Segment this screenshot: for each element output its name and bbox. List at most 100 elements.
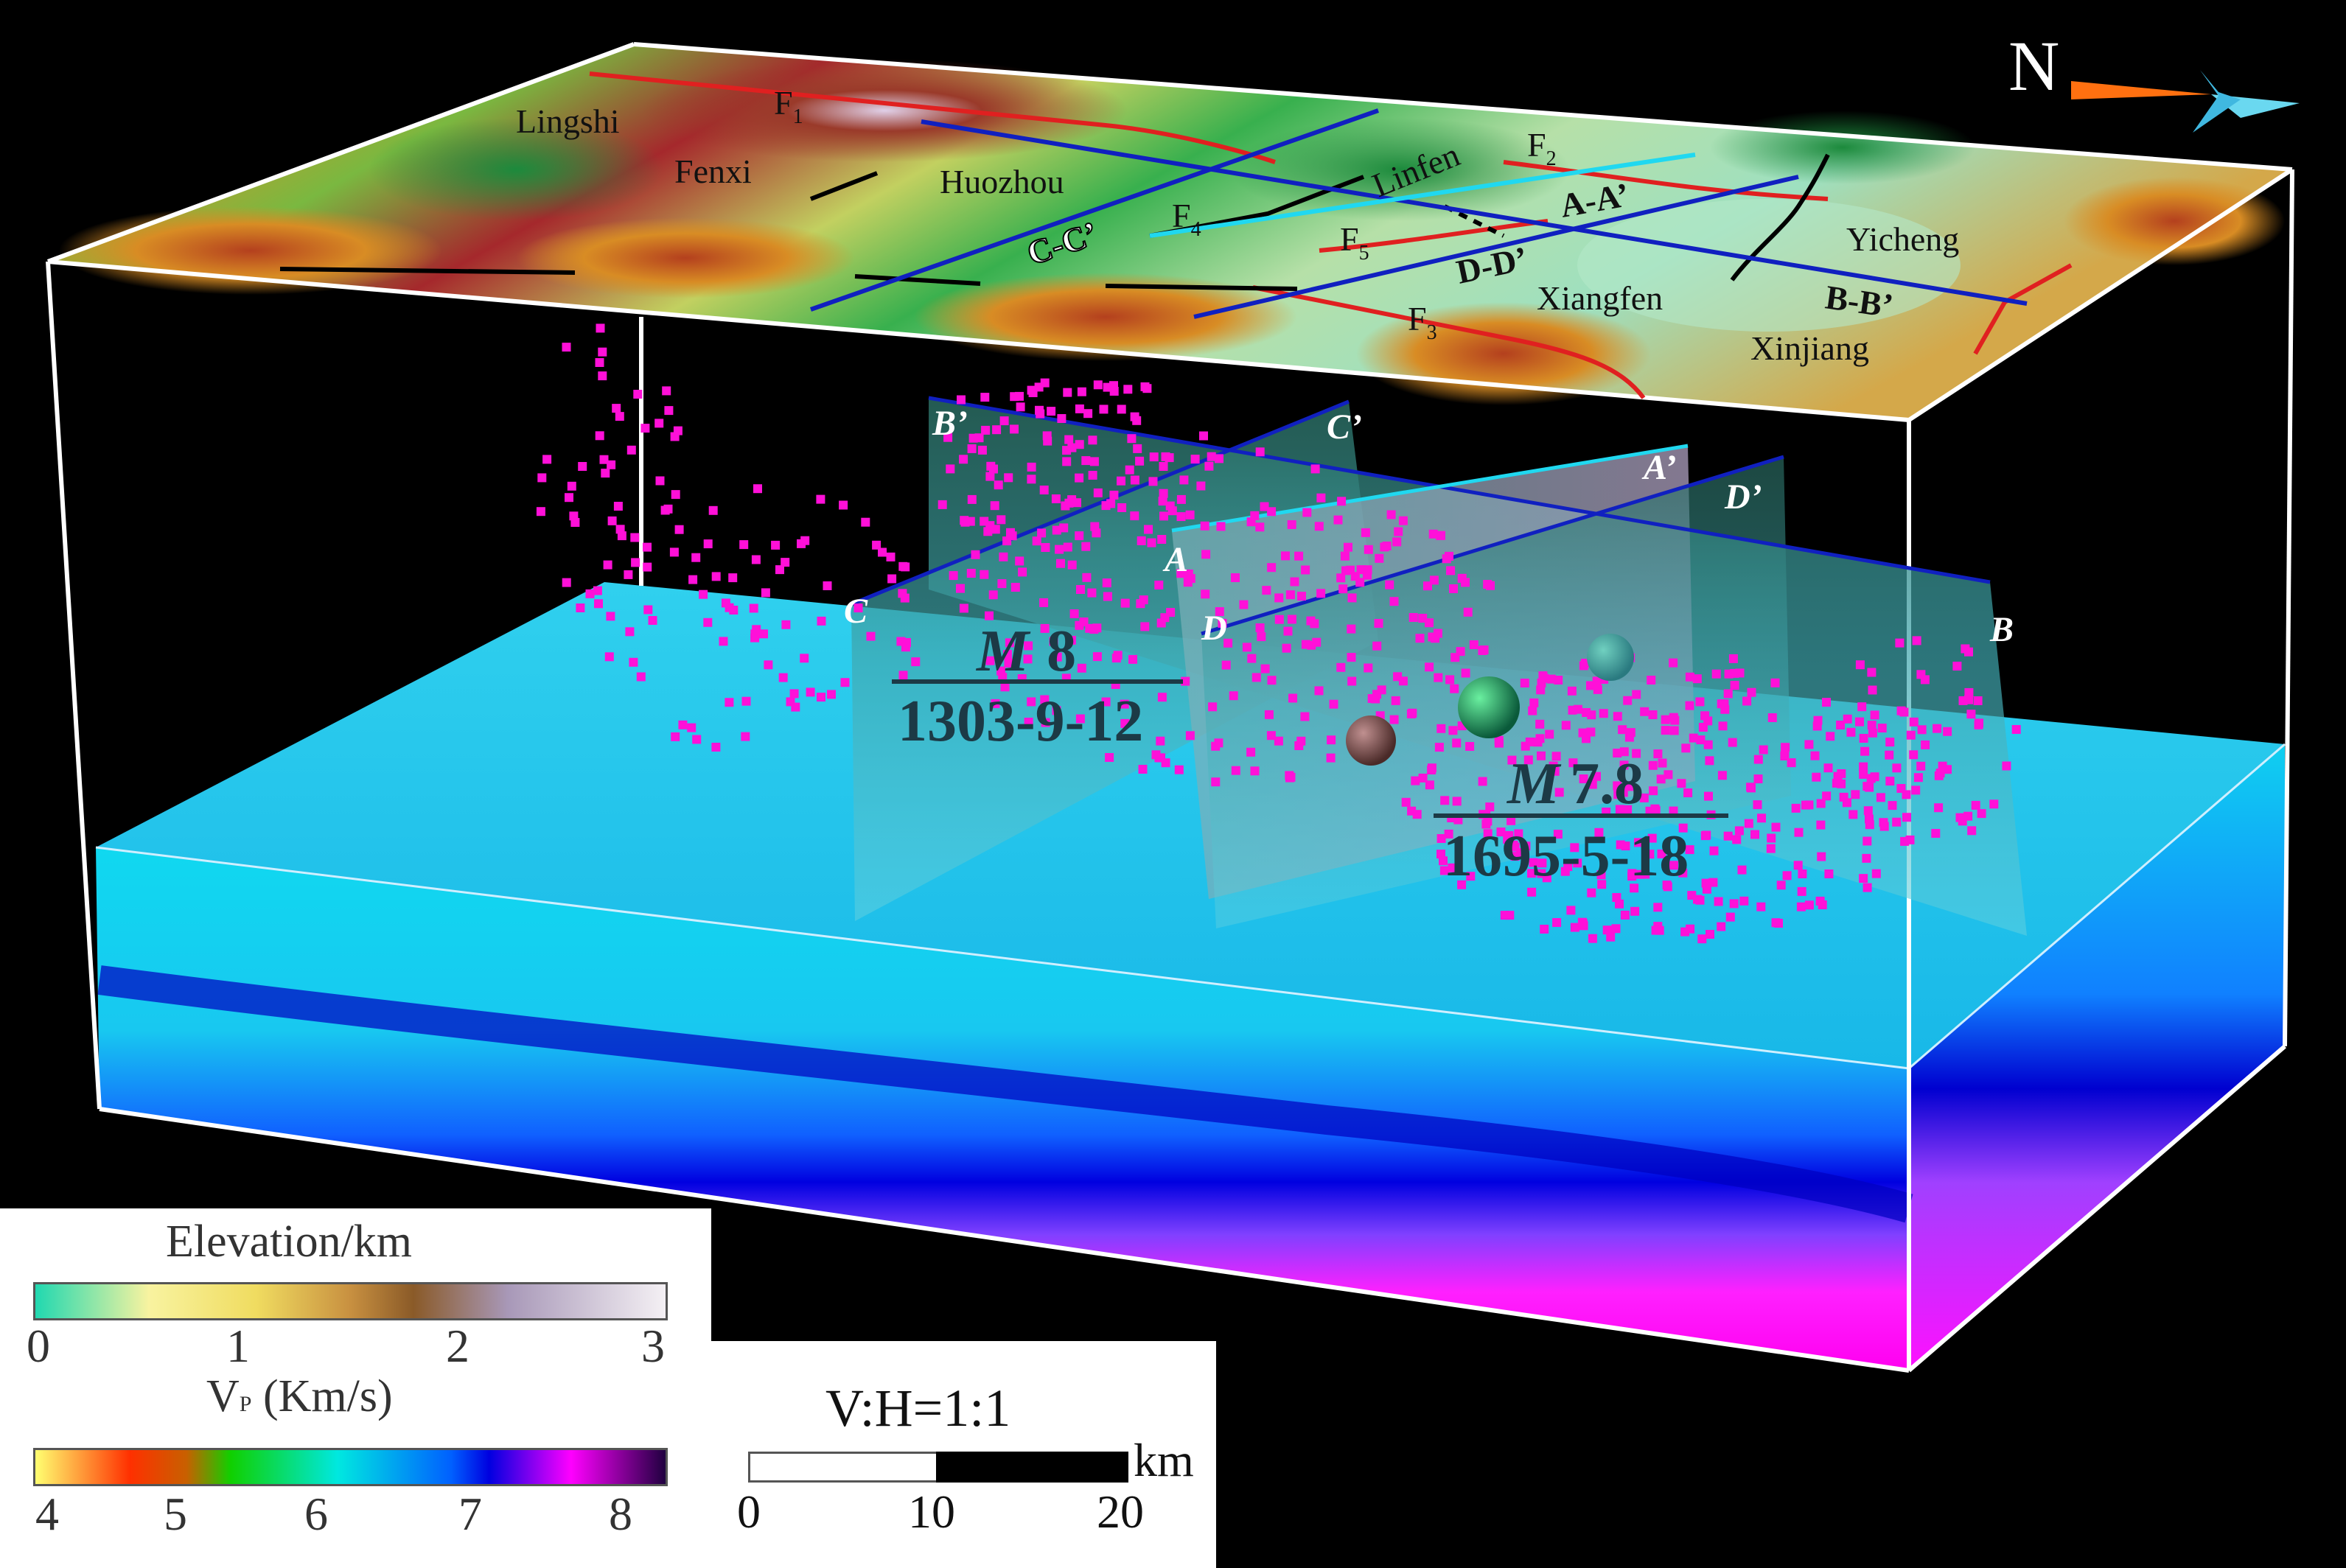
seismic-event <box>692 735 702 744</box>
seismic-event <box>1892 763 1902 773</box>
seismic-event <box>603 560 612 570</box>
seismic-event <box>1663 882 1672 892</box>
seismic-event <box>1184 569 1193 578</box>
seismic-event <box>1103 592 1112 601</box>
seismic-event <box>1151 750 1161 760</box>
seismic-event <box>1066 635 1076 645</box>
seismic-event <box>1766 844 1776 853</box>
seismic-event <box>956 584 965 593</box>
seismic-event <box>1816 799 1826 808</box>
seismic-event <box>981 425 991 435</box>
seismic-event <box>1063 388 1072 397</box>
seismic-event <box>739 540 749 550</box>
seismic-event <box>1966 710 1976 719</box>
seismic-event <box>1229 691 1238 701</box>
seismic-event <box>1746 783 1756 792</box>
seismic-event <box>640 424 650 433</box>
seismic-event <box>626 445 636 455</box>
seismic-event <box>1481 819 1491 829</box>
seismic-event <box>1452 738 1462 748</box>
seismic-event <box>1669 726 1679 735</box>
seismic-event <box>1647 676 1656 685</box>
seismic-event <box>1780 752 1790 760</box>
seismic-event <box>966 569 976 578</box>
seismic-event <box>1916 761 1926 771</box>
seismic-event <box>1537 869 1546 878</box>
seismic-event <box>1701 878 1711 888</box>
seismic-event <box>1408 613 1418 622</box>
seismic-event <box>1120 598 1130 608</box>
seismic-event <box>1568 705 1577 715</box>
seismic-event <box>1211 777 1221 787</box>
seismic-event <box>1527 869 1536 878</box>
seismic-event <box>1563 862 1573 872</box>
seismic-event <box>1822 698 1831 707</box>
seismic-event <box>1221 660 1231 670</box>
seismic-event <box>1685 701 1694 710</box>
seismic-event <box>1877 724 1887 733</box>
seismic-event <box>1185 731 1195 741</box>
vp-tick: 7 <box>458 1488 482 1540</box>
seismic-event <box>562 578 571 587</box>
seismic-event <box>1606 932 1616 942</box>
label-yicheng: Yicheng <box>1846 220 1959 258</box>
elevation-tick: 2 <box>446 1320 469 1372</box>
seismic-event <box>1302 508 1312 517</box>
seismic-event <box>1159 489 1168 498</box>
seismic-event <box>1496 827 1506 837</box>
seismic-event <box>1389 597 1399 606</box>
seismic-event <box>585 589 595 598</box>
label-xiangfen: Xiangfen <box>1537 279 1663 317</box>
seismic-event <box>1015 391 1024 401</box>
seismic-event <box>729 606 739 615</box>
seismic-event <box>1943 765 1952 774</box>
seismic-event <box>1702 830 1711 840</box>
seismic-event <box>1274 615 1284 624</box>
seismic-event <box>1127 434 1137 444</box>
seismic-event <box>1075 473 1084 483</box>
seismic-event <box>1634 838 1643 847</box>
seismic-event <box>1347 624 1356 634</box>
seismic-event <box>1101 697 1111 707</box>
label-fenxi: Fenxi <box>674 153 752 190</box>
seismic-event <box>1398 516 1408 525</box>
compass-needle-north <box>2071 81 2211 99</box>
seismic-event <box>1602 925 1612 935</box>
seismic-event <box>1190 455 1200 464</box>
compass-rose-icon <box>2193 70 2241 133</box>
seismic-event <box>1283 626 1293 636</box>
seismic-event <box>1130 475 1139 485</box>
seismic-event <box>1450 684 1459 693</box>
seismic-event <box>1327 735 1336 745</box>
seismic-event <box>1010 583 1020 592</box>
seismic-event <box>1117 476 1125 486</box>
seismic-event <box>1618 725 1627 735</box>
seismic-event <box>567 481 576 491</box>
seismic-event <box>1077 387 1086 396</box>
seismic-event <box>817 693 825 702</box>
seismic-event <box>1885 777 1895 786</box>
seismic-event <box>1088 471 1097 480</box>
seismic-event <box>1329 699 1338 709</box>
seismic-event <box>728 573 738 583</box>
seismic-event <box>595 358 604 367</box>
seismic-event <box>1052 525 1061 535</box>
seismic-event <box>1466 872 1476 881</box>
seismic-event <box>1345 565 1355 575</box>
seismic-event <box>988 590 998 600</box>
seismic-event <box>1312 637 1322 647</box>
seismic-event <box>1804 900 1814 910</box>
seismic-event <box>648 616 657 625</box>
seismic-event <box>1301 640 1310 649</box>
seismic-event <box>1582 734 1591 743</box>
seismic-event <box>1728 738 1737 747</box>
seismic-event <box>1616 840 1625 850</box>
seismic-event <box>1008 531 1017 541</box>
seismic-event <box>1242 643 1251 652</box>
profile-bb-line <box>921 119 2028 306</box>
seismic-event <box>1355 578 1365 587</box>
seismic-event <box>1639 793 1649 802</box>
seismic-event <box>1717 922 1726 931</box>
seismic-event <box>1401 797 1411 807</box>
seismic-event <box>1787 758 1796 768</box>
